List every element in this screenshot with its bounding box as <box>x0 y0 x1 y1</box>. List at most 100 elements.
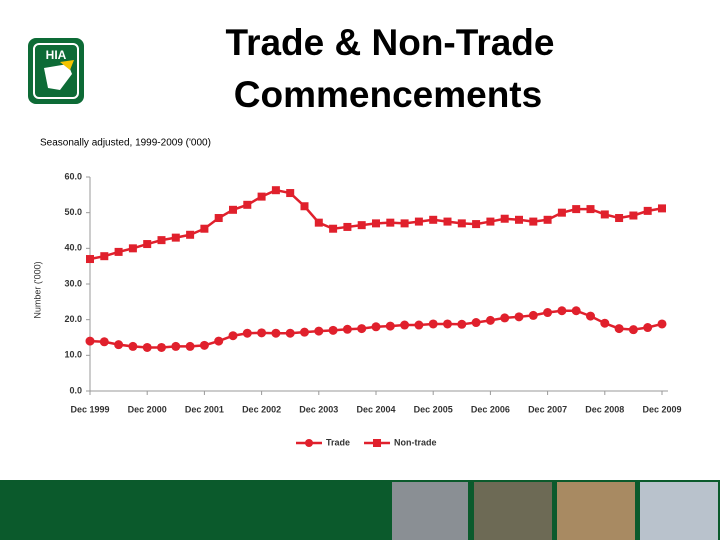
chart-title: Trade & Non-Trade <box>226 22 555 63</box>
data-point <box>171 233 180 242</box>
x-tick-label: Dec 2009 <box>642 404 681 414</box>
data-point <box>128 244 137 253</box>
data-point <box>128 341 138 351</box>
data-point <box>200 224 209 233</box>
data-point <box>114 340 124 350</box>
logo-hand <box>44 64 72 90</box>
data-point <box>314 326 324 336</box>
y-tick-label: 10.0 <box>64 350 82 360</box>
data-point <box>614 324 624 334</box>
data-point <box>400 320 410 330</box>
data-point <box>429 215 438 224</box>
data-point <box>543 308 553 318</box>
data-point <box>658 204 666 213</box>
y-tick-label: 20.0 <box>64 314 82 324</box>
data-point <box>342 324 352 334</box>
legend-marker <box>373 439 382 447</box>
data-point <box>186 230 195 239</box>
logo-text: HIA <box>46 48 67 62</box>
data-point <box>485 315 495 325</box>
x-tick-label: Dec 1999 <box>70 404 109 414</box>
data-point <box>242 328 252 338</box>
data-point <box>472 220 481 229</box>
data-point <box>572 205 581 214</box>
data-point <box>285 328 295 338</box>
data-point <box>157 236 166 245</box>
y-tick-label: 0.0 <box>69 385 82 395</box>
logo-border <box>33 43 79 99</box>
data-point <box>529 217 538 226</box>
y-tick-label: 40.0 <box>64 243 82 253</box>
data-point <box>600 210 609 219</box>
data-point <box>142 342 152 352</box>
data-point <box>643 323 653 333</box>
data-point <box>515 215 523 224</box>
y-tick-label: 60.0 <box>64 171 82 181</box>
plot: 0.0 10.0 20.0 30.0 40.0 50.0 60.0 Dec 1999 Dec 2… <box>64 171 681 447</box>
y-tick-label: 30.0 <box>64 278 82 288</box>
data-point <box>557 208 566 217</box>
data-point <box>343 222 352 231</box>
data-point <box>500 313 510 323</box>
data-point <box>615 214 624 223</box>
footer-photo <box>640 482 718 540</box>
data-point <box>228 331 238 341</box>
data-point <box>600 318 610 328</box>
data-point <box>286 189 295 198</box>
data-point <box>329 224 338 233</box>
data-point <box>414 320 424 330</box>
x-tick-label: Dec 2004 <box>356 404 395 414</box>
x-tick-label: Dec 2005 <box>414 404 453 414</box>
data-point <box>85 336 95 346</box>
data-point <box>428 319 438 329</box>
data-point <box>385 321 395 331</box>
x-tick-label: Dec 2001 <box>185 404 224 414</box>
data-point <box>557 306 567 316</box>
data-point <box>443 319 452 329</box>
footer <box>0 480 720 540</box>
data-point <box>628 325 638 335</box>
data-point <box>500 214 509 223</box>
data-point <box>300 327 309 337</box>
data-point <box>586 311 595 321</box>
x-tick-label: Dec 2006 <box>471 404 510 414</box>
data-point <box>86 255 94 264</box>
legend-label: Trade <box>326 437 350 447</box>
data-point <box>257 328 267 338</box>
data-point <box>372 219 380 228</box>
data-point <box>528 310 538 320</box>
y-tick-label: 50.0 <box>64 207 82 217</box>
data-point <box>143 240 152 249</box>
data-point <box>657 319 667 329</box>
data-point <box>571 306 581 316</box>
data-point <box>328 325 338 335</box>
data-point <box>157 342 166 352</box>
data-point <box>185 341 195 351</box>
data-point <box>514 312 524 322</box>
data-point <box>357 324 367 334</box>
data-point <box>114 247 123 256</box>
data-point <box>271 186 280 195</box>
data-point <box>386 218 395 227</box>
data-point <box>357 221 366 230</box>
data-point <box>171 341 181 351</box>
data-point <box>457 219 466 228</box>
data-point <box>371 322 381 332</box>
footer-photo <box>392 482 468 540</box>
data-point <box>457 319 467 329</box>
data-point <box>443 217 452 226</box>
data-point <box>257 192 266 201</box>
data-point <box>643 206 652 215</box>
y-axis-label: Number ('000) <box>32 261 42 318</box>
x-tick-label: Dec 2003 <box>299 404 338 414</box>
legend-label: Non-trade <box>394 437 437 447</box>
data-point <box>543 215 552 224</box>
footer-photo <box>474 482 552 540</box>
data-point <box>229 205 237 214</box>
footer-photo <box>557 482 635 540</box>
logo: HIA <box>28 38 84 104</box>
x-tick-label: Dec 2000 <box>128 404 167 414</box>
data-point <box>486 217 495 226</box>
x-tick-label: Dec 2007 <box>528 404 567 414</box>
